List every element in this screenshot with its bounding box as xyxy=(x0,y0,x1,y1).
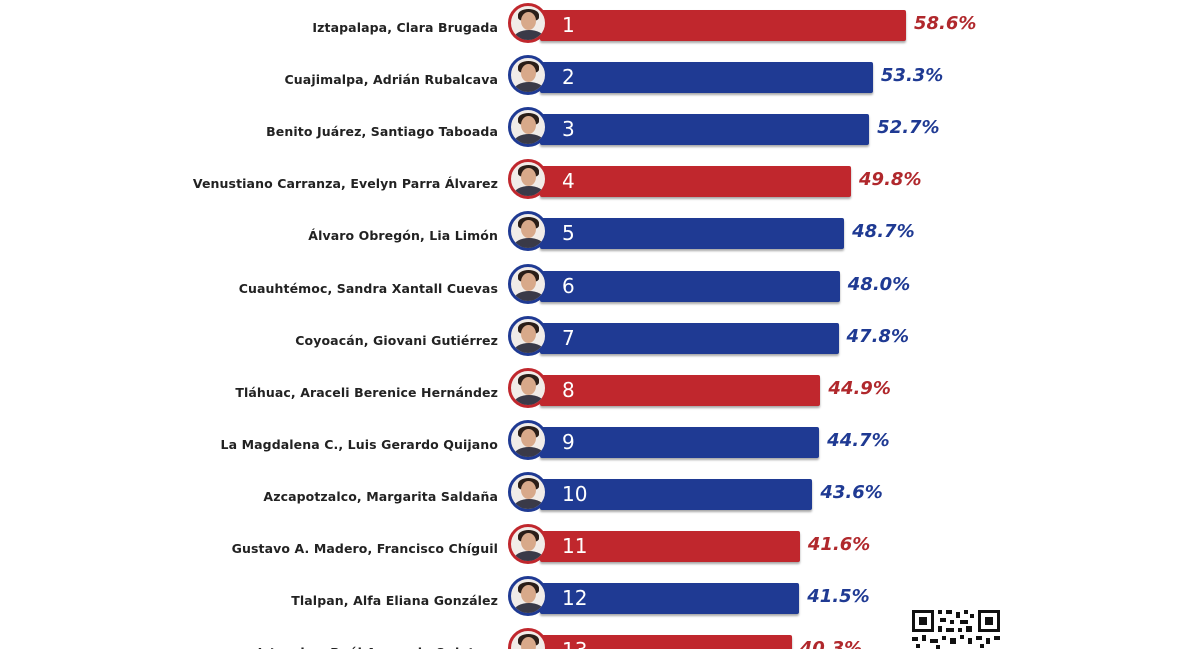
value-label: 40.3% xyxy=(799,638,863,649)
value-label: 58.6% xyxy=(914,13,977,34)
bar: 6 xyxy=(540,270,840,302)
value-label: 44.7% xyxy=(827,429,890,451)
chart-row: Gustavo A. Madero, Francisco Chíguil 11 41… xyxy=(0,523,1200,575)
candidate-photo-icon xyxy=(508,576,548,617)
row-label: Venustiano Carranza, Evelyn Parra Álvare… xyxy=(192,176,498,192)
row-label: Iztacalco, Raúl Armando Quintero xyxy=(258,645,498,649)
candidate-photo-icon xyxy=(508,211,548,252)
bar: 7 xyxy=(540,322,839,354)
row-label: La Magdalena C., Luis Gerardo Quijano xyxy=(220,436,498,452)
value-label: 44.9% xyxy=(828,377,891,399)
value-label: 53.3% xyxy=(880,65,944,87)
value-label: 41.5% xyxy=(807,586,870,608)
bar: 13 xyxy=(540,635,792,649)
rank-number: 2 xyxy=(562,65,575,90)
candidate-photo-icon xyxy=(508,524,548,564)
bar: 8 xyxy=(540,374,821,406)
chart-row: Tláhuac, Araceli Berenice Hernández 8 44.9… xyxy=(0,367,1200,419)
bar: 10 xyxy=(540,478,813,510)
row-label: Azcapotzalco, Margarita Saldaña xyxy=(263,488,498,504)
candidate-photo-icon xyxy=(508,159,548,200)
row-label: Tlalpan, Alfa Eliana González xyxy=(291,593,498,609)
row-label: Cuajimalpa, Adrián Rubalcava xyxy=(284,72,498,88)
value-label: 52.7% xyxy=(877,117,940,139)
candidate-photo-icon xyxy=(508,263,548,304)
chart-row: Álvaro Obregón, Lia Limón 5 48.7% xyxy=(0,210,1200,262)
rank-number: 1 xyxy=(562,13,575,37)
bar: 1 xyxy=(540,10,906,41)
value-label: 49.8% xyxy=(859,169,922,191)
candidate-photo-icon xyxy=(508,628,548,649)
chart-row: Venustiano Carranza, Evelyn Parra Álvare… xyxy=(0,158,1200,210)
rank-number: 7 xyxy=(562,325,575,350)
chart-row: Iztapalapa, Clara Brugada 1 58.6% xyxy=(0,2,1200,54)
row-label: Tláhuac, Araceli Berenice Hernández xyxy=(235,384,498,400)
rank-number: 6 xyxy=(562,273,575,298)
value-label: 48.0% xyxy=(847,273,911,295)
candidate-photo-icon xyxy=(508,419,548,460)
value-label: 41.6% xyxy=(807,534,871,555)
row-label: Gustavo A. Madero, Francisco Chíguil xyxy=(231,541,498,556)
rank-number: 11 xyxy=(562,534,588,558)
row-label: Cuauhtémoc, Sandra Xantall Cuevas xyxy=(238,280,498,296)
chart-row: Benito Juárez, Santiago Taboada 3 52.7% xyxy=(0,106,1200,158)
row-label: Coyoacán, Giovani Gutiérrez xyxy=(295,332,498,348)
bar: 3 xyxy=(540,114,870,146)
bar: 9 xyxy=(540,426,820,458)
rank-number: 4 xyxy=(562,169,575,194)
chart-row: Cuajimalpa, Adrián Rubalcava 2 53.3% xyxy=(0,54,1200,106)
value-label: 47.8% xyxy=(846,325,909,347)
candidate-photo-icon xyxy=(508,315,548,356)
candidate-photo-icon xyxy=(508,55,548,96)
chart-row: Coyoacán, Giovani Gutiérrez 7 47.8% xyxy=(0,315,1200,367)
rank-number: 9 xyxy=(562,429,575,454)
chart-row: La Magdalena C., Luis Gerardo Quijano 9 44… xyxy=(0,419,1200,471)
row-label: Iztapalapa, Clara Brugada xyxy=(312,20,498,35)
rank-number: 13 xyxy=(562,638,587,649)
candidate-photo-icon xyxy=(508,471,548,512)
chart-row: Iztacalco, Raúl Armando Quintero 13 40.3% xyxy=(0,627,1200,649)
rank-number: 10 xyxy=(562,481,588,506)
value-label: 43.6% xyxy=(820,481,883,503)
value-label: 48.7% xyxy=(852,221,915,243)
rank-number: 12 xyxy=(562,586,588,611)
qr-code-icon xyxy=(910,607,1002,649)
candidate-photo-icon xyxy=(508,107,548,148)
bar: 12 xyxy=(540,583,800,615)
rank-number: 3 xyxy=(562,117,575,142)
candidate-photo-icon xyxy=(508,367,548,408)
bar: 4 xyxy=(540,166,852,198)
bar: 2 xyxy=(540,62,873,94)
row-label: Álvaro Obregón, Lia Limón xyxy=(308,228,498,244)
chart-row: Azcapotzalco, Margarita Saldaña 10 43.6% xyxy=(0,471,1200,523)
chart-row: Tlalpan, Alfa Eliana González 12 41.5% xyxy=(0,575,1200,627)
rank-number: 8 xyxy=(562,377,575,402)
rank-number: 5 xyxy=(562,221,575,246)
row-label: Benito Juárez, Santiago Taboada xyxy=(266,124,498,140)
chart-row: Cuauhtémoc, Sandra Xantall Cuevas 6 48.0% xyxy=(0,263,1200,315)
candidate-photo-icon xyxy=(508,3,548,43)
bar: 11 xyxy=(540,531,800,562)
bar: 5 xyxy=(540,218,845,250)
